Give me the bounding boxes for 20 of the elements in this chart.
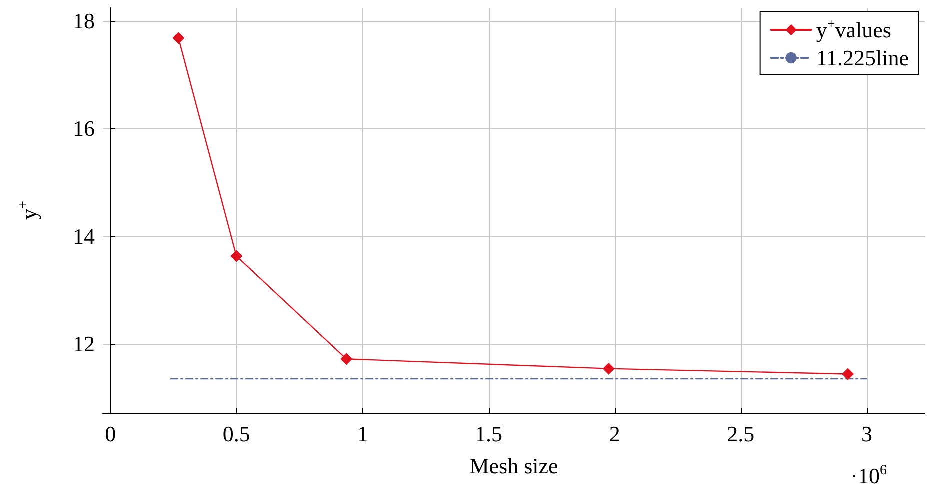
x-tick-label: 2 — [609, 422, 620, 446]
y-tick-label: 16 — [73, 116, 95, 142]
x-axis-title: Mesh size — [470, 454, 558, 478]
y-axis-title: y+ — [16, 200, 42, 220]
x-tick-label: 2.5 — [727, 422, 755, 446]
x-tick-label: 1 — [357, 422, 368, 446]
point — [842, 368, 854, 380]
legend-label: y+values — [816, 18, 892, 42]
y-tick-label: 12 — [73, 332, 95, 357]
x-tick-label: 0 — [105, 422, 116, 446]
point — [230, 250, 243, 262]
point — [172, 32, 185, 44]
point — [602, 362, 615, 375]
x-tick-label: 1.5 — [475, 422, 503, 446]
x-tick-label: 0.5 — [222, 422, 250, 446]
y-tick-label: 18 — [73, 8, 95, 34]
point — [340, 353, 353, 366]
y-tick-label: 14 — [73, 224, 95, 249]
legend-label: 11.225line — [816, 46, 910, 70]
x-tick-label: 3 — [862, 422, 873, 446]
